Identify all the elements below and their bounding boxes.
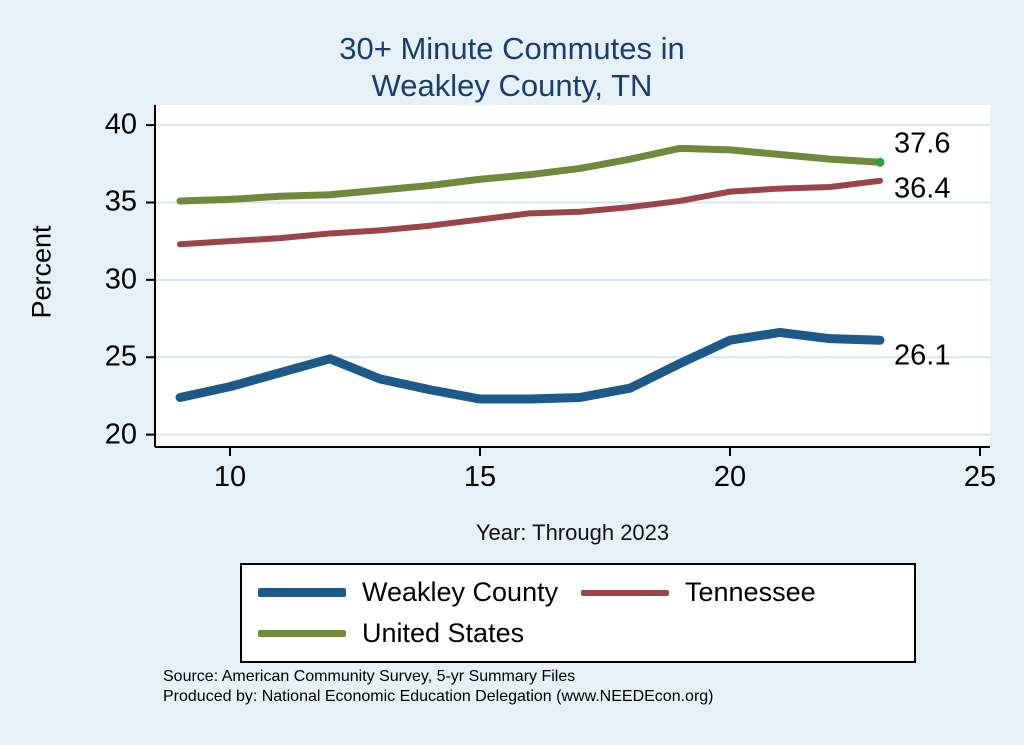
legend-label-tennessee: Tennessee — [685, 577, 816, 607]
series-line-united-states — [176, 144, 884, 205]
plot-region: 20 25 30 35 40 10 15 20 25 26.1 36.4 37.6 — [105, 105, 996, 493]
series-end-label-weakley-county: 26.1 — [894, 339, 951, 372]
x-tick-label-20: 20 — [713, 461, 747, 493]
series-line-weakley-county — [175, 327, 885, 404]
y-tick-label-30: 30 — [104, 263, 137, 296]
legend-item-tennessee: Tennessee — [581, 577, 904, 608]
x-tick-label-15: 15 — [463, 461, 497, 493]
series-end-label-tennessee: 36.4 — [894, 172, 951, 205]
series-end-label-united-states: 37.6 — [894, 127, 951, 160]
source-note: Source: American Community Survey, 5-yr … — [163, 667, 714, 707]
legend-label-united-states: United States — [362, 618, 525, 648]
legend-label-weakley-county: Weakley County — [362, 577, 559, 607]
legend-item-united-states: United States — [258, 618, 581, 649]
legend-swatch-tennessee — [581, 589, 669, 596]
y-tick-label-35: 35 — [104, 185, 137, 218]
legend-swatch-united-states — [258, 630, 346, 637]
source-line1: Source: American Community Survey, 5-yr … — [163, 668, 576, 685]
x-axis-label: Year: Through 2023 — [475, 520, 670, 545]
series-line-tennessee — [177, 177, 883, 248]
page-title-line1: 30+ Minute Commutes in — [339, 31, 685, 66]
page-title-line2: Weakley County, TN — [371, 68, 653, 103]
y-tick-label-40: 40 — [104, 108, 137, 141]
x-tick-label-10: 10 — [213, 461, 247, 493]
y-tick-label-25: 25 — [104, 340, 137, 373]
source-line2: Produced by: National Economic Education… — [163, 688, 714, 705]
page-title: 30+ Minute Commutes in Weakley County, T… — [0, 30, 1024, 104]
chart-plot — [146, 105, 990, 456]
legend: Weakley County Tennessee United States — [240, 563, 916, 663]
series-end-dot-united-states — [875, 157, 885, 167]
x-tick-label-25: 25 — [963, 461, 997, 493]
y-axis-label: Percent — [26, 225, 57, 319]
y-tick-label-20: 20 — [104, 418, 137, 451]
legend-swatch-weakley-county — [258, 588, 346, 597]
legend-item-weakley-county: Weakley County — [258, 577, 581, 608]
